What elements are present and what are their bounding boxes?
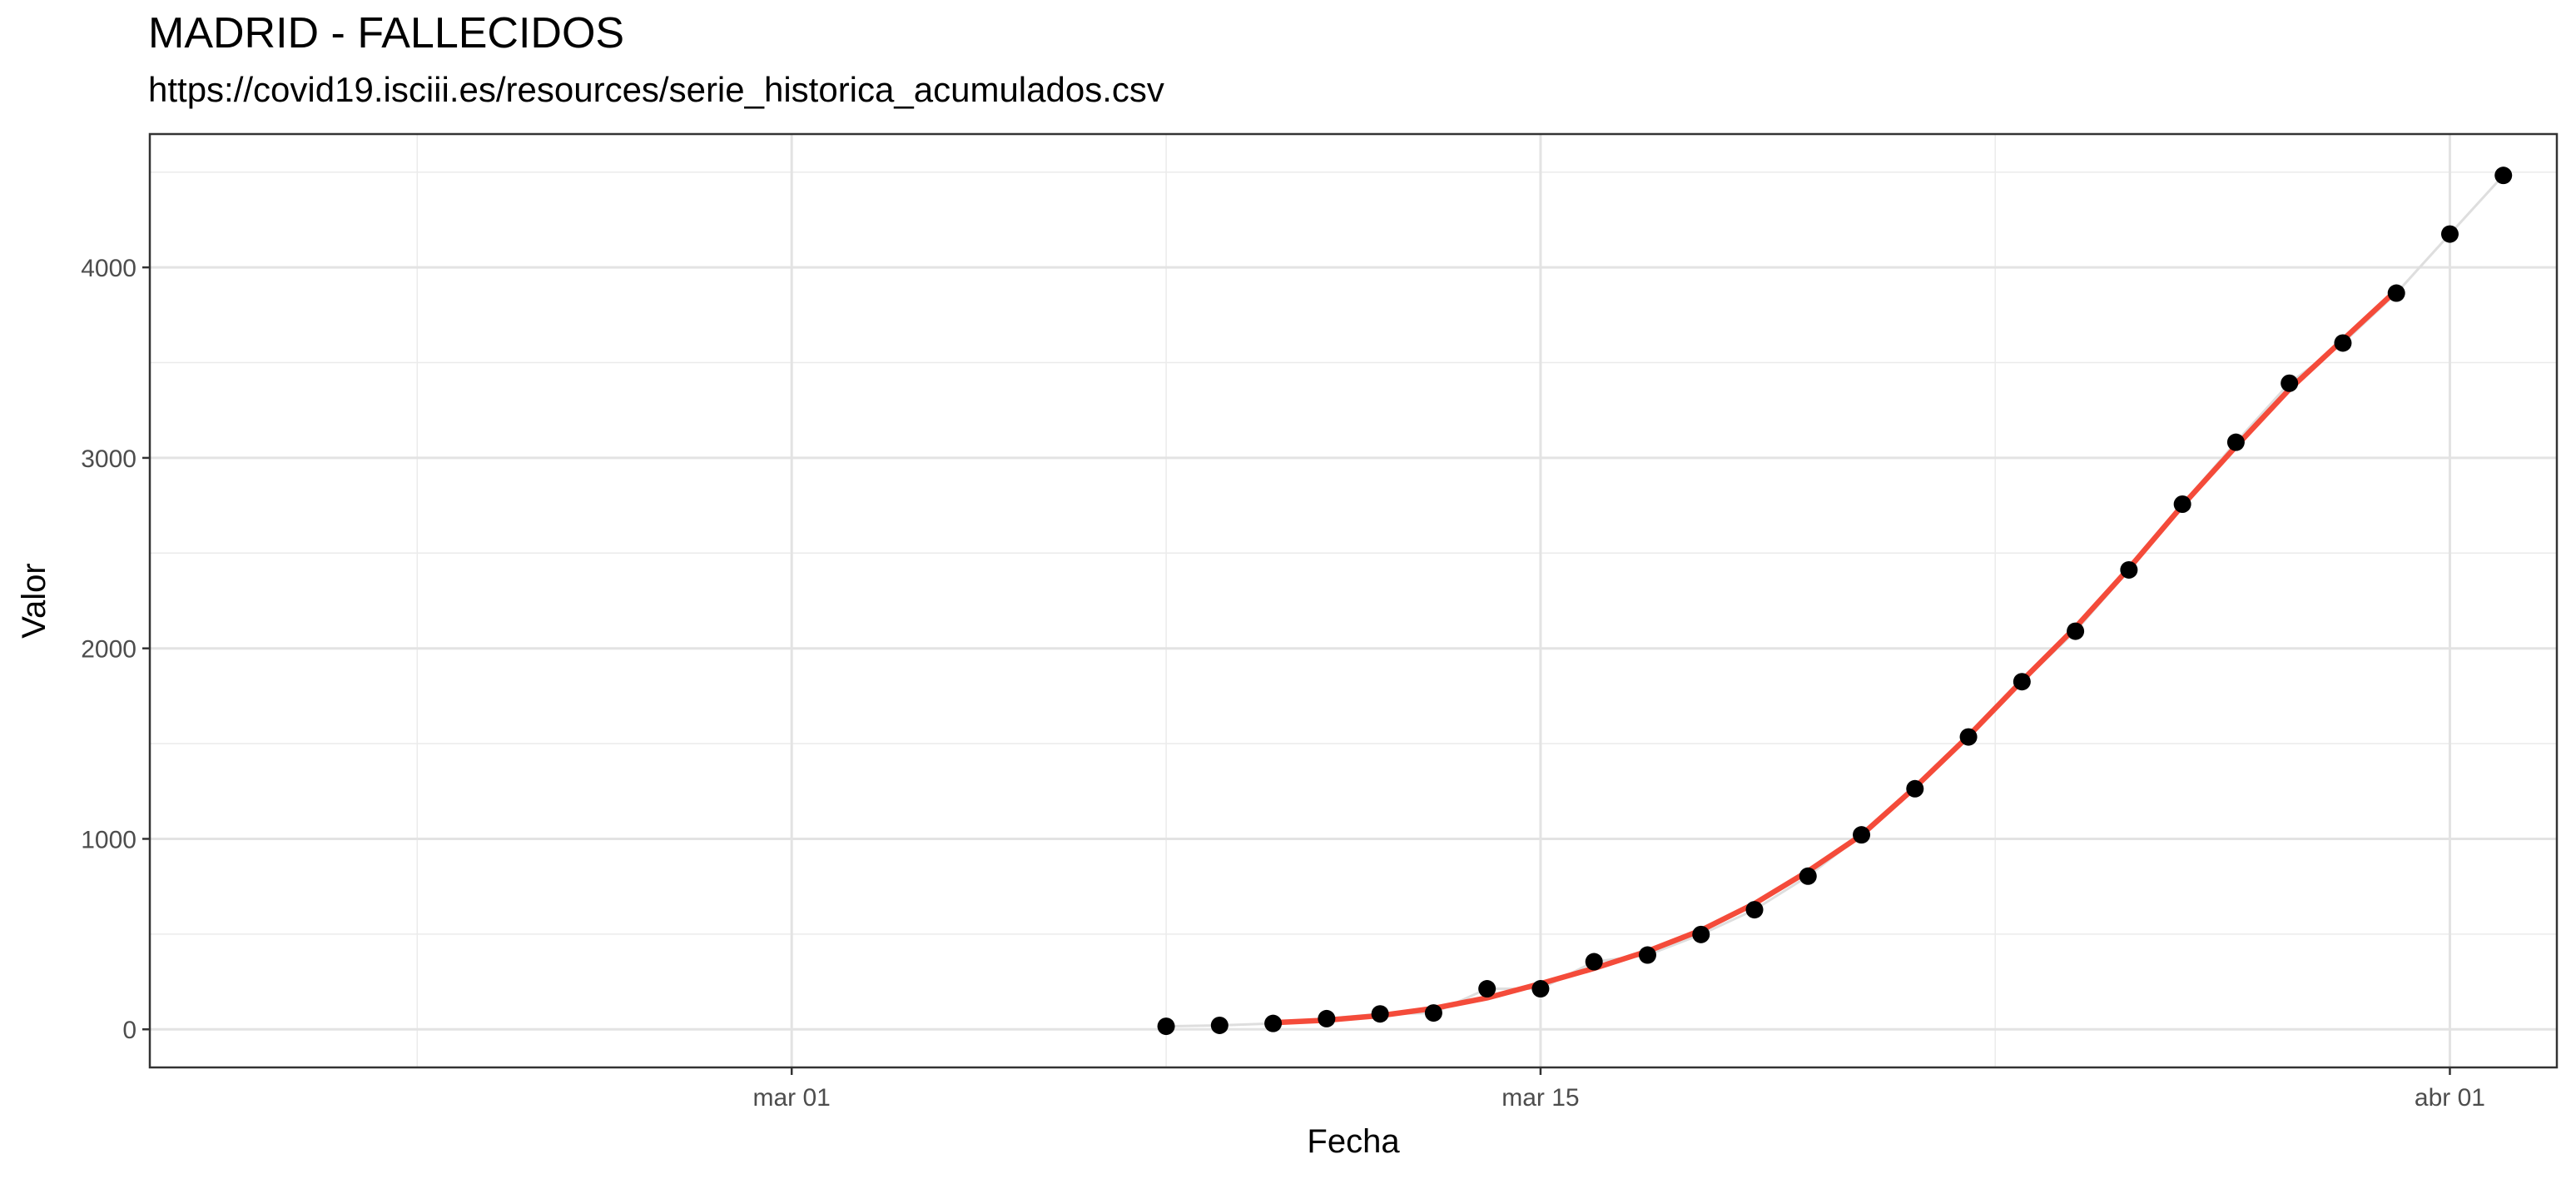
- y-tick-label-3: 3000: [81, 445, 136, 473]
- y-tick-label-2: 2000: [81, 636, 136, 664]
- series-points: [1157, 167, 2513, 1036]
- data-point-6: [1478, 980, 1496, 998]
- x-axis-title: Fecha: [1307, 1123, 1400, 1160]
- data-point-4: [1371, 1005, 1389, 1023]
- panel-border: [148, 132, 2559, 1069]
- y-tick-label-4: 4000: [81, 255, 136, 282]
- data-point-7: [1531, 980, 1550, 998]
- data-point-19: [2173, 495, 2191, 514]
- chart-title: MADRID - FALLECIDOS: [148, 9, 625, 57]
- data-point-1: [1210, 1016, 1228, 1034]
- data-point-2: [1264, 1014, 1283, 1032]
- minor-gridlines: [150, 134, 2557, 1067]
- series-lines: [1166, 174, 2504, 1028]
- data-point-11: [1745, 901, 1764, 919]
- data-point-15: [1959, 728, 1978, 746]
- data-point-22: [2334, 334, 2352, 352]
- data-point-17: [2067, 622, 2085, 640]
- data-point-5: [1424, 1004, 1442, 1022]
- y-axis-title: Valor: [16, 563, 52, 638]
- data-point-16: [2013, 673, 2031, 691]
- data-point-23: [2387, 284, 2405, 302]
- y-tick-label-0: 0: [122, 1017, 136, 1044]
- tick-labels: mar 01 mar 15 abr 01 0 1000 2000 3000 4000: [81, 255, 2485, 1112]
- data-point-18: [2120, 560, 2138, 579]
- major-gridlines: [150, 134, 2557, 1067]
- x-tick-label-0: mar 01: [753, 1084, 831, 1112]
- data-point-25: [2494, 167, 2513, 185]
- data-point-13: [1853, 826, 1871, 844]
- data-point-3: [1318, 1009, 1336, 1027]
- data-point-12: [1799, 867, 1817, 885]
- data-point-8: [1585, 953, 1603, 971]
- data-point-9: [1638, 946, 1656, 964]
- data-point-20: [2226, 433, 2245, 451]
- y-tick-label-1: 1000: [81, 826, 136, 853]
- data-point-21: [2281, 374, 2299, 392]
- fit-line: [1270, 287, 2400, 1026]
- chart-subtitle: https://covid19.isciii.es/resources/seri…: [148, 70, 1164, 109]
- data-point-14: [1906, 779, 1924, 798]
- series-0-connector: [1166, 174, 2504, 1028]
- data-point-0: [1157, 1017, 1175, 1036]
- data-point-24: [2440, 225, 2459, 243]
- axis-ticks: [142, 266, 2451, 1075]
- x-tick-label-1: mar 15: [1501, 1084, 1579, 1112]
- data-point-10: [1692, 925, 1710, 943]
- x-tick-label-2: abr 01: [2415, 1084, 2485, 1112]
